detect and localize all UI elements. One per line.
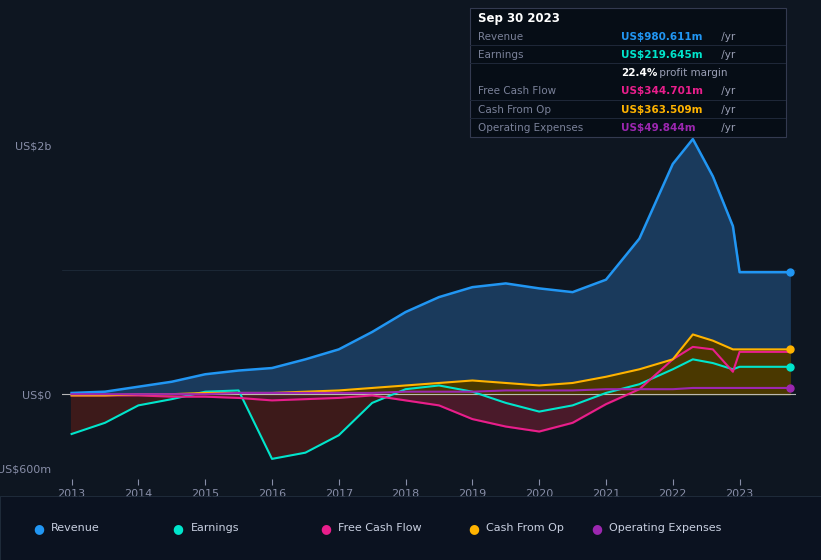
Text: US$49.844m: US$49.844m: [621, 123, 696, 133]
Text: Cash From Op: Cash From Op: [486, 523, 564, 533]
Text: /yr: /yr: [718, 105, 736, 115]
Text: ●: ●: [172, 521, 183, 535]
Text: /yr: /yr: [718, 86, 736, 96]
Text: Operating Expenses: Operating Expenses: [609, 523, 722, 533]
Text: ●: ●: [591, 521, 602, 535]
Text: Earnings: Earnings: [190, 523, 239, 533]
Text: Cash From Op: Cash From Op: [478, 105, 551, 115]
Text: Free Cash Flow: Free Cash Flow: [478, 86, 556, 96]
Text: US$980.611m: US$980.611m: [621, 31, 703, 41]
Text: ●: ●: [33, 521, 44, 535]
Text: US$219.645m: US$219.645m: [621, 50, 703, 60]
Text: Revenue: Revenue: [478, 31, 523, 41]
Text: /yr: /yr: [718, 50, 736, 60]
Text: profit margin: profit margin: [656, 68, 727, 78]
Text: ●: ●: [320, 521, 331, 535]
Text: Free Cash Flow: Free Cash Flow: [338, 523, 422, 533]
Text: /yr: /yr: [718, 123, 736, 133]
Text: 22.4%: 22.4%: [621, 68, 658, 78]
Text: Earnings: Earnings: [478, 50, 523, 60]
Text: Revenue: Revenue: [51, 523, 99, 533]
Text: US$363.509m: US$363.509m: [621, 105, 703, 115]
Text: US$344.701m: US$344.701m: [621, 86, 704, 96]
Text: /yr: /yr: [718, 31, 736, 41]
Text: Operating Expenses: Operating Expenses: [478, 123, 583, 133]
Text: ●: ●: [468, 521, 479, 535]
Text: Sep 30 2023: Sep 30 2023: [478, 12, 560, 25]
